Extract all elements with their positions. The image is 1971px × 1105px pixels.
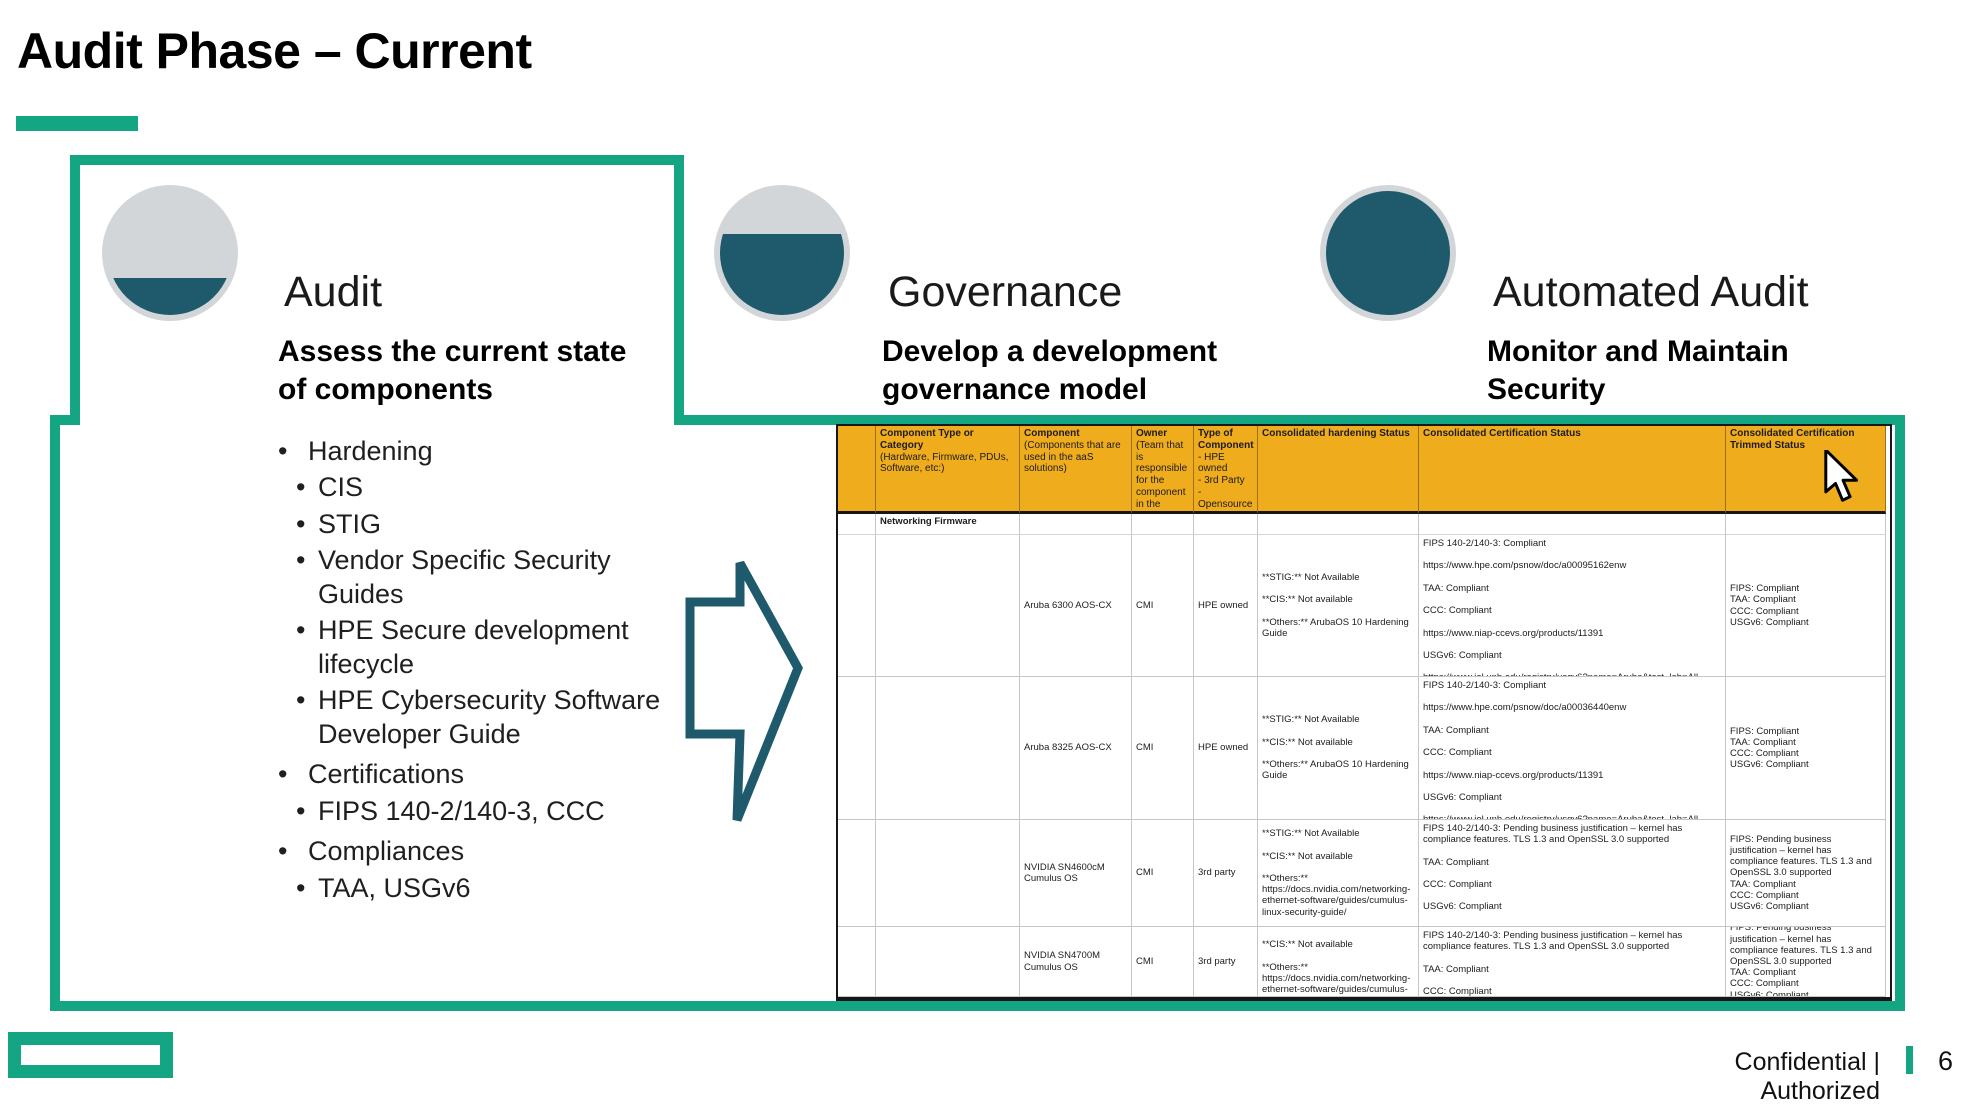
list-item: • Certifications: [278, 758, 698, 791]
list-subitem-label: FIPS 140-2/140-3, CCC: [318, 795, 605, 826]
list-subitem: • FIPS 140-2/140-3, CCC: [278, 795, 698, 828]
bullet-icon: •: [296, 615, 306, 646]
header-cell: Type of Component - HPE owned - 3rd Party…: [1194, 426, 1258, 514]
phase-name-2: Automated Audit: [1493, 268, 1809, 316]
bullet-icon: •: [296, 545, 306, 576]
cell-trimmed: FIPS: Compliant TAA: Compliant CCC: Comp…: [1726, 677, 1886, 820]
cell-hardening: **STIG:** Not Available **CIS:** Not ava…: [1258, 535, 1419, 677]
list-subitem: • HPE Secure development lifecycle: [278, 614, 698, 681]
header-cell: Consolidated Certification Status: [1419, 426, 1726, 514]
cell-trimmed: FIPS: Pending business justification – k…: [1726, 820, 1886, 927]
header-cell: Owner (Team that is responsible for the c…: [1132, 426, 1194, 514]
header-cell: Consolidated hardening Status: [1258, 426, 1419, 514]
hpe-corner-element: [8, 1032, 173, 1078]
table-row: NVIDIA SN4600cM Cumulus OS CMI 3rd party **…: [838, 820, 1886, 927]
phase-progress-icon: [714, 185, 850, 321]
cell-owner: CMI: [1132, 535, 1194, 677]
title-accent-bar: [16, 116, 138, 131]
cell-category: [876, 927, 1020, 997]
cell-hardening: **STIG:** Not Available **CIS:** Not ava…: [1258, 927, 1419, 997]
phase-subtitle-2: Monitor and Maintain Security: [1487, 335, 1789, 406]
cell-certification: FIPS 140-2/140-3: Pending business justi…: [1419, 927, 1726, 997]
confidentiality-label: Confidential | Authorized: [1734, 1048, 1880, 1105]
list-subitem-label: HPE Secure development lifecycle: [318, 615, 629, 679]
header-cell: [838, 426, 876, 514]
cell-category: [876, 677, 1020, 820]
header-cell: Consolidated Certification Trimmed Statu…: [1726, 426, 1886, 514]
list-subitem-label: HPE Cybersecurity Software Developer Gui…: [318, 685, 661, 749]
list-item-label: Certifications: [308, 759, 465, 790]
audit-table: Component Type or Category (Hardware, Fir…: [836, 424, 1892, 1001]
cell-certification: FIPS 140-2/140-3: Pending business justi…: [1419, 820, 1726, 927]
list-item-label: Hardening: [308, 436, 433, 466]
cell-type: HPE owned: [1194, 677, 1258, 820]
phase-progress-icon: [1320, 185, 1456, 321]
cell-type: 3rd party: [1194, 927, 1258, 997]
cell-type: HPE owned: [1194, 535, 1258, 677]
header-cell: Component (Components that are used in th…: [1020, 426, 1132, 514]
cell-certification: FIPS 140-2/140-3: Compliant https://www.…: [1419, 677, 1726, 820]
phase-name-1: Governance: [888, 268, 1123, 316]
bullet-icon: •: [296, 508, 306, 539]
bullet-icon: •: [296, 872, 306, 903]
cell-hardening: **STIG:** Not Available **CIS:** Not ava…: [1258, 820, 1419, 927]
cell-component: NVIDIA SN4700M Cumulus OS: [1020, 927, 1132, 997]
list-subitem-label: CIS: [318, 472, 364, 503]
table-section-row: Networking Firmware: [838, 514, 1886, 535]
cell-component: Aruba 8325 AOS-CX: [1020, 677, 1132, 820]
table-row: Aruba 8325 AOS-CX CMI HPE owned **STIG:** N…: [838, 677, 1886, 820]
cell-owner: CMI: [1132, 927, 1194, 997]
list-item: • Compliances: [278, 835, 698, 868]
cell-type: 3rd party: [1194, 820, 1258, 927]
list-subitem: • Vendor Specific Security Guides: [278, 544, 698, 611]
list-subitem: • HPE Cybersecurity Software Developer Gu…: [278, 684, 698, 751]
cell-component: Aruba 6300 AOS-CX: [1020, 535, 1132, 677]
list-subitem: • TAA, USGv6: [278, 872, 698, 905]
cell-owner: CMI: [1132, 820, 1194, 927]
mouse-cursor: [1824, 450, 1859, 502]
page-title: Audit Phase – Current: [17, 23, 532, 79]
cell-trimmed: FIPS: Pending business justification – k…: [1726, 927, 1886, 997]
phase-subtitle-0: Assess the current state of components: [278, 335, 627, 406]
section-label: Networking Firmware: [876, 514, 1020, 535]
cell-category: [876, 535, 1020, 677]
phase-progress-icon: [102, 185, 238, 321]
phase-subtitle-1: Develop a development governance model: [882, 335, 1218, 406]
footer-accent-bar: [1906, 1046, 1913, 1074]
list-subitem: • CIS: [278, 471, 698, 504]
bullet-icon: •: [278, 436, 288, 466]
table-header-row: Component Type or Category (Hardware, Fir…: [838, 426, 1886, 514]
audit-bullet-list: • Hardening • CIS • STIG • Vendor Specific Secu…: [278, 428, 698, 908]
list-item-label: Compliances: [308, 836, 465, 867]
bullet-icon: •: [296, 685, 306, 716]
cell-certification: FIPS 140-2/140-3: Compliant https://www.…: [1419, 535, 1726, 677]
cell-hardening: **STIG:** Not Available **CIS:** Not ava…: [1258, 677, 1419, 820]
header-cell: Component Type or Category (Hardware, Fir…: [876, 426, 1020, 514]
list-item: • Hardening: [278, 435, 698, 468]
list-subitem: • STIG: [278, 508, 698, 541]
bullet-icon: •: [296, 795, 306, 826]
bullet-icon: •: [278, 836, 288, 867]
list-subitem-label: TAA, USGv6: [318, 872, 471, 903]
cell-trimmed: FIPS: Compliant TAA: Compliant CCC: Comp…: [1726, 535, 1886, 677]
list-subitem-label: Vendor Specific Security Guides: [318, 545, 611, 609]
page-number: 6: [1938, 1046, 1954, 1076]
cell-owner: CMI: [1132, 677, 1194, 820]
list-subitem-label: STIG: [318, 508, 382, 539]
cell-component: NVIDIA SN4600cM Cumulus OS: [1020, 820, 1132, 927]
bullet-icon: •: [278, 759, 288, 790]
table-row: Aruba 6300 AOS-CX CMI HPE owned **STIG:** N…: [838, 535, 1886, 677]
bullet-icon: •: [296, 472, 306, 503]
cell-category: [876, 820, 1020, 927]
phase-name-0: Audit: [284, 268, 383, 316]
